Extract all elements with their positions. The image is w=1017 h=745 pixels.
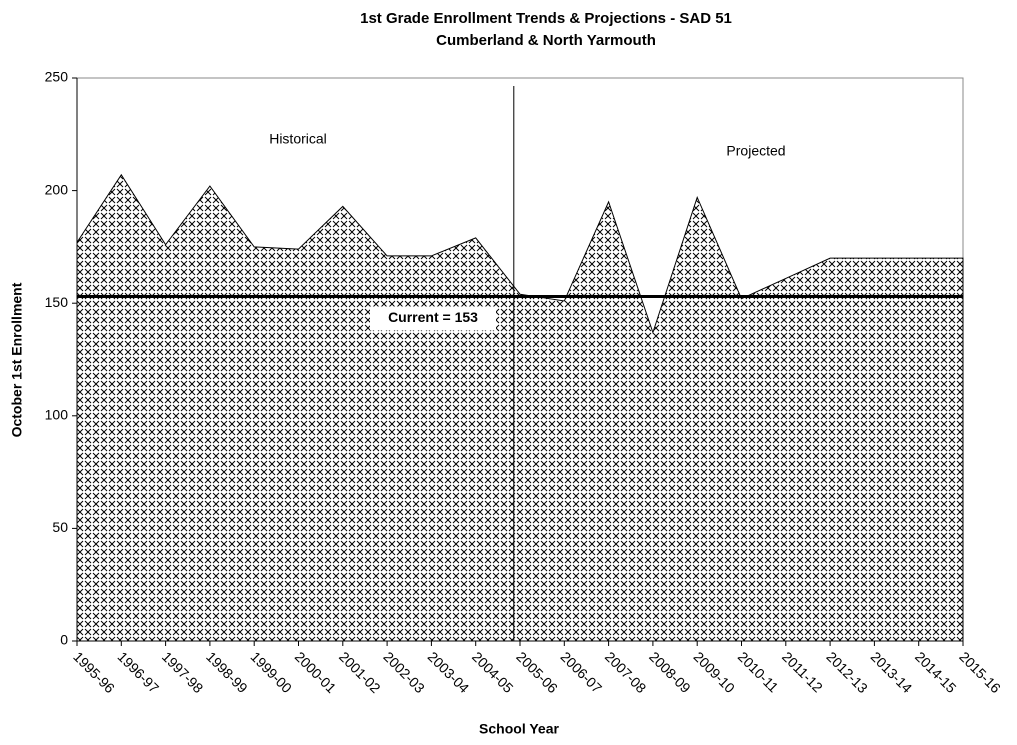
x-tick-label: 2001-02: [336, 648, 384, 696]
x-tick-label: 2012-13: [823, 648, 871, 696]
x-tick-label: 2011-12: [779, 648, 826, 695]
x-tick-label: 1999-00: [247, 648, 295, 696]
x-tick-label: 2007-08: [602, 648, 650, 696]
x-tick-label: 2003-04: [425, 648, 473, 696]
x-tick-label: 2010-11: [735, 648, 782, 695]
x-tick-label: 2000-01: [292, 648, 340, 696]
x-tick-label: 2006-07: [558, 648, 606, 696]
chart-subtitle: Cumberland & North Yarmouth: [436, 32, 656, 49]
x-tick-label: 1997-98: [159, 648, 207, 696]
reference-label: Current = 153: [388, 309, 478, 325]
x-tick-label: 2005-06: [513, 648, 561, 696]
label-box: [370, 306, 496, 331]
y-axis-label: October 1st Enrollment: [9, 282, 25, 437]
area: [76, 173, 964, 642]
x-tick-label: 1996-97: [115, 648, 163, 696]
y-tick-label: 150: [45, 294, 69, 310]
y-tick-label: 200: [45, 181, 69, 197]
chart-title: 1st Grade Enrollment Trends & Projection…: [360, 10, 732, 27]
x-tick-label: 2014-15: [912, 648, 960, 696]
y-tick-label: 100: [45, 407, 69, 423]
y-tick-label: 0: [60, 632, 68, 648]
annotation: Projected: [726, 143, 785, 159]
x-tick-label: 2015-16: [956, 648, 1004, 696]
x-tick-label: 2008-09: [646, 648, 694, 696]
x-tick-label: 2004-05: [469, 648, 517, 696]
x-tick-label: 2002-03: [380, 648, 428, 696]
x-tick-label: 2013-14: [868, 648, 916, 696]
annotation: Historical: [269, 131, 327, 147]
y-tick-label: 250: [45, 69, 69, 85]
x-tick-label: 1998-99: [203, 648, 251, 696]
x-axis-label: School Year: [479, 721, 559, 737]
x-tick-label: 1995-96: [70, 648, 118, 696]
x-tick-label: 2009-10: [690, 648, 738, 696]
y-tick-label: 50: [52, 519, 68, 535]
